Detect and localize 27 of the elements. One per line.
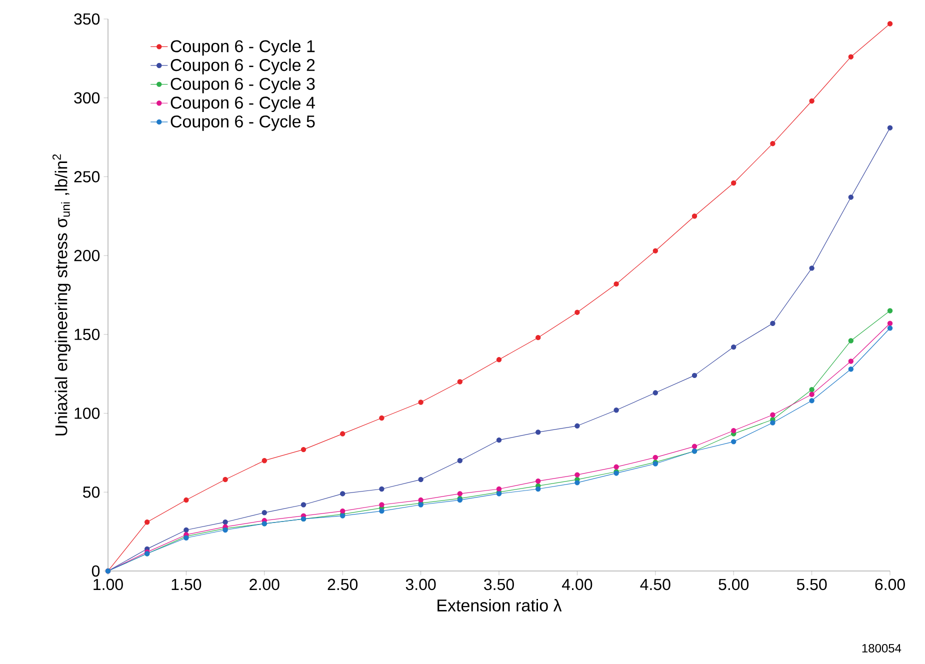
x-tick-label: 2.50 — [328, 578, 358, 590]
x-tick-label: 4.00 — [562, 578, 592, 590]
x-tick-label: 2.00 — [250, 578, 280, 590]
x-tick-label: 4.50 — [640, 578, 670, 590]
legend-label: Coupon 6 - Cycle 2 — [170, 58, 315, 74]
x-tick-label: 1.50 — [172, 578, 202, 590]
x-tick-label: 3.50 — [484, 578, 514, 590]
y-tick-label: 250 — [74, 171, 100, 182]
text: 180054 — [862, 644, 902, 652]
legend-label: Coupon 6 - Cycle 1 — [170, 40, 315, 56]
legend-label: Coupon 6 - Cycle 4 — [170, 96, 315, 112]
x-tick-label: 6.00 — [875, 578, 905, 590]
y-tick-label: 100 — [74, 408, 100, 419]
x-tick-label: 1.00 — [94, 578, 123, 590]
x-tick-label: 5.50 — [796, 578, 827, 590]
y-tick-label: 150 — [74, 328, 100, 340]
x-tick-label: 3.00 — [406, 578, 436, 590]
legend-label: Coupon 6 - Cycle 3 — [170, 77, 315, 94]
y-tick-label: 300 — [74, 92, 100, 104]
y-tick-label: 0 — [92, 565, 100, 577]
y-axis-title: Uniaxial engineering stress σ$_{uni}$ ,lb/in$^{2}$ — [52, 154, 71, 436]
x-tick-label: 5.00 — [718, 578, 749, 590]
legend-label: Coupon 6 - Cycle 5 — [170, 115, 315, 131]
y-tick-label: 350 — [74, 13, 100, 25]
x-axis-title: Extension ratio λ — [438, 599, 562, 612]
y-tick-label: 50 — [83, 486, 100, 498]
y-tick-label: 200 — [74, 250, 100, 262]
